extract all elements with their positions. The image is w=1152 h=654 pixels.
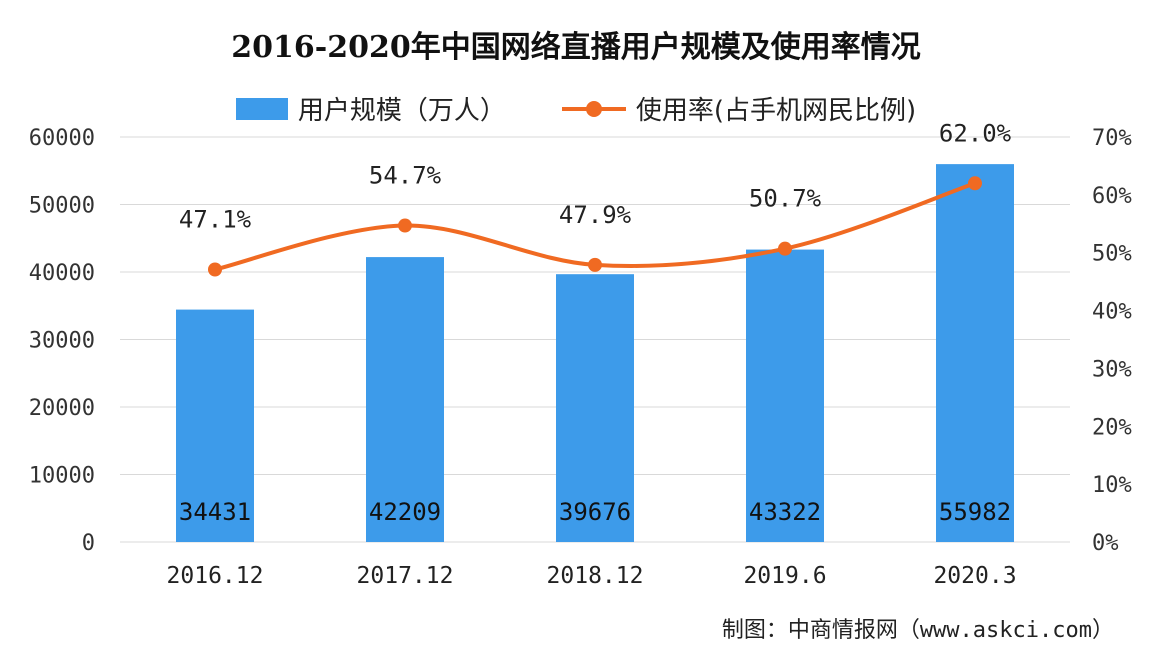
rate-value-label: 47.1% <box>179 205 252 233</box>
rate-value-label: 47.9% <box>559 201 632 229</box>
bar <box>366 257 444 542</box>
y-right-tick-label: 50% <box>1092 242 1132 267</box>
y-left-tick-label: 30000 <box>29 329 95 354</box>
legend-label-rate: 使用率(占手机网民比例) <box>635 96 917 126</box>
x-tick-label: 2019.6 <box>743 563 826 589</box>
bar-value-label: 55982 <box>939 498 1011 526</box>
rate-value-label: 54.7% <box>369 162 442 190</box>
y-left-tick-label: 20000 <box>29 396 95 421</box>
bar <box>746 249 824 542</box>
y-right-tick-label: 40% <box>1092 300 1132 325</box>
x-tick-label: 2017.12 <box>357 563 454 589</box>
bar-value-label: 42209 <box>369 498 441 526</box>
bar <box>556 274 634 542</box>
y-right-tick-label: 60% <box>1092 184 1132 209</box>
legend-item-users: 用户规模（万人） <box>235 90 506 127</box>
source-note: 制图：中商情报网（www.askci.com） <box>721 618 1114 643</box>
rate-point <box>778 241 792 256</box>
bar <box>176 309 254 542</box>
legend-label-users: 用户规模（万人） <box>297 96 506 126</box>
x-tick-label: 2016.12 <box>167 563 264 589</box>
y-right-tick-label: 20% <box>1092 415 1132 440</box>
x-tick-label: 2020.3 <box>933 563 1016 589</box>
legend: 用户规模（万人） 使用率(占手机网民比例) <box>0 90 1152 127</box>
y-left-tick-label: 10000 <box>29 464 95 489</box>
y-left-tick-label: 0 <box>82 531 95 556</box>
rate-value-label: 50.7% <box>749 185 822 213</box>
legend-swatch-rate <box>561 98 626 120</box>
bar <box>936 164 1014 542</box>
rate-point <box>968 176 982 191</box>
y-left-tick-label: 40000 <box>29 261 95 286</box>
x-tick-label: 2018.12 <box>547 563 644 589</box>
bar-value-label: 43322 <box>749 498 821 526</box>
y-left-tick-label: 50000 <box>29 194 95 219</box>
y-right-tick-label: 70% <box>1092 126 1132 151</box>
rate-point <box>398 218 412 233</box>
bar-value-label: 39676 <box>559 498 631 526</box>
y-right-tick-label: 10% <box>1092 473 1132 498</box>
rate-value-label: 62.0% <box>939 119 1012 147</box>
y-right-tick-label: 30% <box>1092 357 1132 382</box>
rate-point <box>588 257 602 272</box>
y-right-tick-label: 0% <box>1092 531 1119 556</box>
y-left-tick-label: 60000 <box>29 126 95 151</box>
legend-item-rate: 使用率(占手机网民比例) <box>561 90 917 127</box>
rate-point <box>208 262 222 277</box>
legend-swatch-users <box>235 97 288 120</box>
chart-title: 2016-2020年中国网络直播用户规模及使用率情况 <box>231 30 921 65</box>
bar-value-label: 34431 <box>179 498 251 526</box>
